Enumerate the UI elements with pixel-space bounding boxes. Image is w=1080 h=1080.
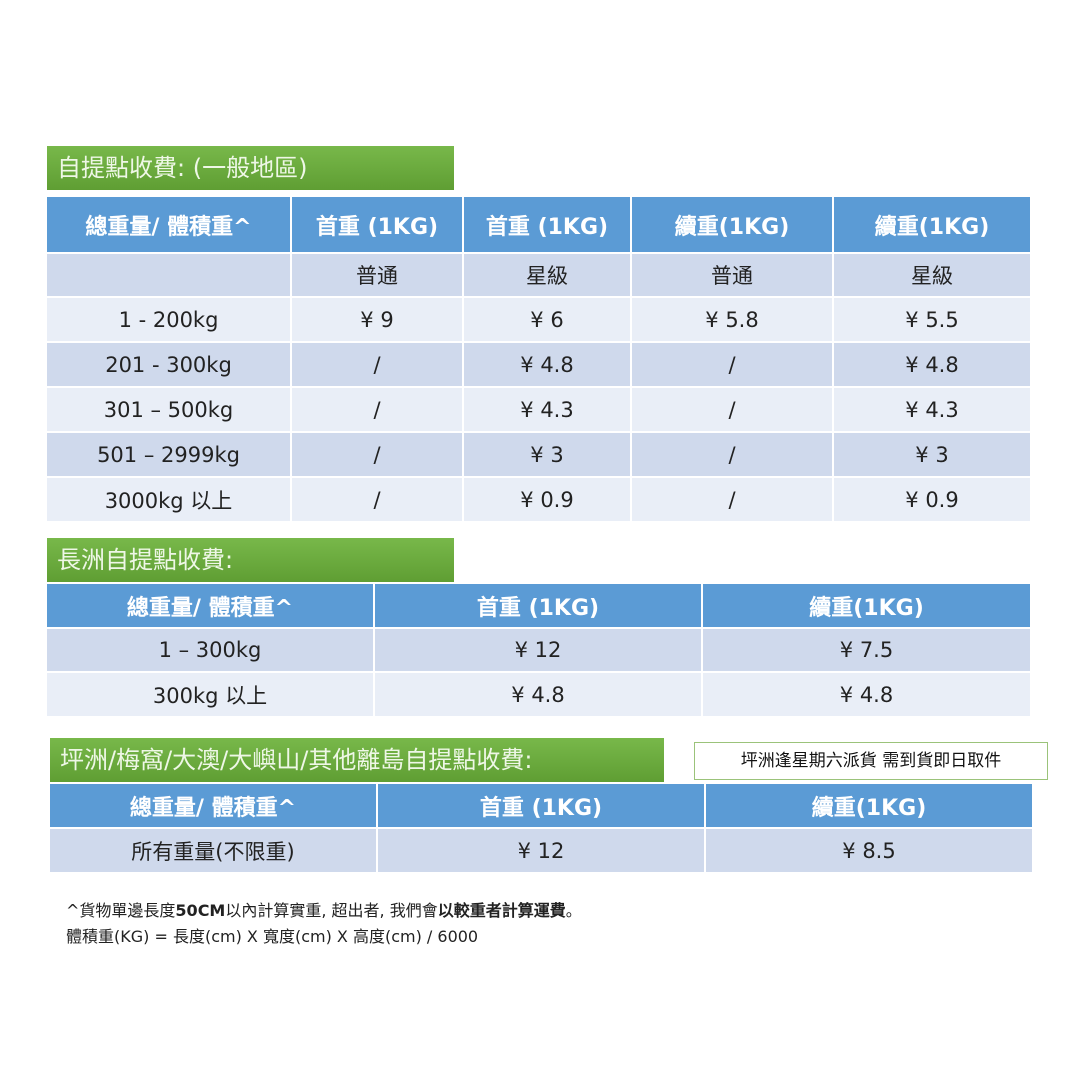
weight-cell: 3000kg 以上 (47, 478, 290, 521)
table-row: 1 – 300kg ¥ 12 ¥ 7.5 (47, 629, 1030, 671)
table-row: 300kg 以上 ¥ 4.8 ¥ 4.8 (47, 673, 1030, 716)
subheader-cell: 普通 (632, 254, 832, 296)
header-cell: 首重 (1KG) (464, 197, 630, 252)
price-cell: ¥ 6 (464, 298, 630, 341)
header-cell: 總重量/ 體積重^ (47, 197, 290, 252)
section2-title: 長洲自提點收費: (47, 538, 454, 582)
price-cell: ¥ 4.3 (464, 388, 630, 431)
saturday-delivery-note: 坪洲逢星期六派貨 需到貨即日取件 (694, 742, 1048, 780)
table-row: 201 - 300kg / ¥ 4.8/¥ 4.8 (47, 343, 1030, 386)
section1-title: 自提點收費: (一般地區) (47, 146, 454, 190)
section3-table: 總重量/ 體積重^ 首重 (1KG) 續重(1KG) 所有重量(不限重) ¥ 12 ¥ … (48, 782, 1034, 874)
price-cell: / (292, 478, 462, 521)
header-cell: 總重量/ 體積重^ (50, 784, 376, 827)
price-cell: ¥ 0.9 (834, 478, 1030, 521)
section2-table: 總重量/ 體積重^ 首重 (1KG) 續重(1KG) 1 – 300kg ¥ 12 ¥ … (45, 582, 1032, 718)
weight-cell: 201 - 300kg (47, 343, 290, 386)
footnote-text: 以內計算實重, 超出者, 我們會 (225, 901, 438, 920)
header-row: 總重量/ 體積重^ 首重 (1KG) 續重(1KG) (50, 784, 1032, 827)
weight-cell: 300kg 以上 (47, 673, 373, 716)
price-cell: ¥ 12 (378, 829, 704, 872)
price-cell: / (292, 388, 462, 431)
footnote-bold: 以較重者計算運費 (437, 901, 566, 920)
price-cell: ¥ 7.5 (703, 629, 1030, 671)
price-cell: / (632, 478, 832, 521)
subheader-row: 普通 星級 普通 星級 (47, 254, 1030, 296)
header-cell: 續重(1KG) (703, 584, 1030, 627)
weight-cell: 1 - 200kg (47, 298, 290, 341)
subheader-cell (47, 254, 290, 296)
header-cell: 續重(1KG) (834, 197, 1030, 252)
header-cell: 首重 (1KG) (375, 584, 701, 627)
table-row: 501 – 2999kg / ¥ 3/¥ 3 (47, 433, 1030, 476)
price-cell: ¥ 4.3 (834, 388, 1030, 431)
price-cell: ¥ 4.8 (834, 343, 1030, 386)
price-cell: / (292, 433, 462, 476)
price-cell: ¥ 4.8 (375, 673, 701, 716)
footnote-bold: 50CM (175, 901, 226, 920)
price-cell: ¥ 4.8 (464, 343, 630, 386)
price-cell: / (632, 433, 832, 476)
subheader-cell: 普通 (292, 254, 462, 296)
header-cell: 首重 (1KG) (292, 197, 462, 252)
price-cell: ¥ 4.8 (703, 673, 1030, 716)
price-cell: ¥ 3 (834, 433, 1030, 476)
section3-title: 坪洲/梅窩/大澳/大嶼山/其他離島自提點收費: (50, 738, 664, 782)
price-cell: / (292, 343, 462, 386)
header-row: 總重量/ 體積重^ 首重 (1KG) 首重 (1KG) 續重(1KG) 續重(1KG) (47, 197, 1030, 252)
header-cell: 續重(1KG) (706, 784, 1032, 827)
price-cell: ¥ 12 (375, 629, 701, 671)
price-cell: ¥ 5.8 (632, 298, 832, 341)
footnote-line2: 體積重(KG) = 長度(cm) X 寬度(cm) X 高度(cm) / 600… (66, 927, 479, 946)
table-row: 3000kg 以上 / ¥ 0.9/¥ 0.9 (47, 478, 1030, 521)
price-cell: / (632, 388, 832, 431)
header-cell: 首重 (1KG) (378, 784, 704, 827)
price-cell: ¥ 5.5 (834, 298, 1030, 341)
header-row: 總重量/ 體積重^ 首重 (1KG) 續重(1KG) (47, 584, 1030, 627)
header-cell: 總重量/ 體積重^ (47, 584, 373, 627)
subheader-cell: 星級 (834, 254, 1030, 296)
price-cell: ¥ 8.5 (706, 829, 1032, 872)
subheader-cell: 星級 (464, 254, 630, 296)
price-cell: / (632, 343, 832, 386)
header-cell: 續重(1KG) (632, 197, 832, 252)
table-row: 301 – 500kg / ¥ 4.3/¥ 4.3 (47, 388, 1030, 431)
footnote-text: ^貨物單邊長度 (66, 901, 176, 920)
table-row: 所有重量(不限重) ¥ 12 ¥ 8.5 (50, 829, 1032, 872)
price-cell: ¥ 9 (292, 298, 462, 341)
price-cell: ¥ 0.9 (464, 478, 630, 521)
price-cell: ¥ 3 (464, 433, 630, 476)
section1-table: 總重量/ 體積重^ 首重 (1KG) 首重 (1KG) 續重(1KG) 續重(1KG) … (45, 195, 1032, 523)
weight-cell: 所有重量(不限重) (50, 829, 376, 872)
weight-cell: 1 – 300kg (47, 629, 373, 671)
table-row: 1 - 200kg ¥ 9 ¥ 6 ¥ 5.8 ¥ 5.5 (47, 298, 1030, 341)
weight-cell: 501 – 2999kg (47, 433, 290, 476)
footnote-text: 。 (565, 901, 582, 920)
weight-cell: 301 – 500kg (47, 388, 290, 431)
footnote-line1: ^貨物單邊長度50CM以內計算實重, 超出者, 我們會以較重者計算運費。 (66, 897, 582, 921)
